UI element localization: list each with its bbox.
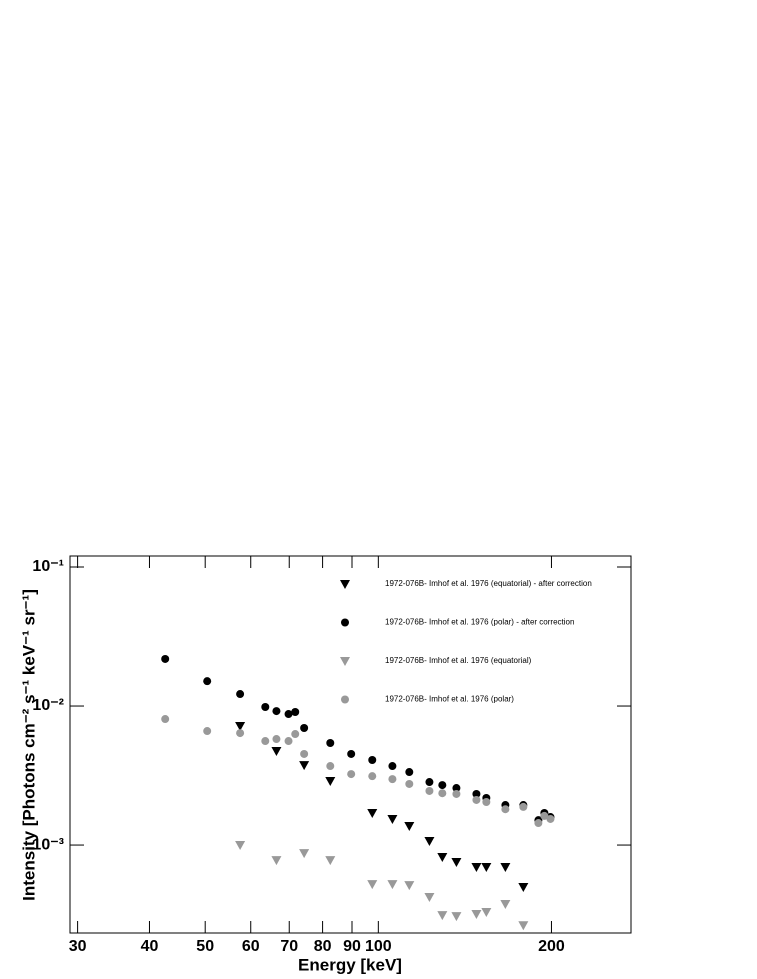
- data-point: [452, 789, 461, 798]
- data-point: [291, 707, 300, 716]
- data-point: [367, 809, 378, 819]
- y-tick-label: 10⁻²: [32, 697, 64, 714]
- data-point: [388, 775, 397, 784]
- x-tick-label: 50: [196, 938, 214, 955]
- data-point: [261, 703, 270, 712]
- data-point: [300, 749, 309, 758]
- data-point: [405, 768, 414, 777]
- data-point: [500, 863, 511, 873]
- x-tick-label: 30: [69, 938, 87, 955]
- y-axis-label: Intensity [Photons cm⁻² s⁻¹ keV⁻¹ sr⁻¹]: [19, 589, 38, 901]
- data-point: [500, 899, 511, 909]
- legend-label: 1972-076B- Imhof et al. 1976 (polar): [385, 695, 514, 704]
- data-point: [438, 781, 447, 790]
- data-point: [404, 822, 415, 832]
- data-point: [404, 881, 415, 891]
- legend-label: 1972-076B- Imhof et al. 1976 (equatorial…: [385, 579, 592, 588]
- data-point: [471, 910, 482, 920]
- data-point: [203, 727, 212, 736]
- x-tick-label: 40: [141, 938, 159, 955]
- legend-label: 1972-076B- Imhof et al. 1976 (equatorial…: [385, 656, 532, 665]
- data-point: [235, 722, 246, 732]
- data-point: [540, 811, 549, 820]
- legend-marker: [341, 695, 349, 704]
- data-point: [482, 798, 491, 807]
- data-point: [425, 786, 434, 795]
- data-point: [518, 921, 529, 931]
- data-point: [452, 784, 461, 793]
- plot-frame: [69, 555, 632, 934]
- data-point: [284, 737, 293, 746]
- data-point: [405, 779, 414, 788]
- data-point: [161, 654, 170, 663]
- data-point: [481, 863, 492, 873]
- data-point: [424, 892, 435, 902]
- data-point: [299, 849, 310, 859]
- data-point: [424, 836, 435, 846]
- data-point: [425, 778, 434, 787]
- data-point: [272, 707, 281, 716]
- data-point: [347, 749, 356, 758]
- data-point: [519, 802, 528, 811]
- x-tick-label: 70: [280, 938, 298, 955]
- data-point: [368, 772, 377, 781]
- data-point: [235, 841, 246, 851]
- data-point: [325, 856, 336, 866]
- data-point: [291, 730, 300, 739]
- data-point: [284, 710, 293, 719]
- data-point: [347, 770, 356, 779]
- data-point: [271, 856, 282, 866]
- x-tick-label: 200: [538, 938, 565, 955]
- data-point: [326, 739, 335, 748]
- data-point: [472, 795, 481, 804]
- data-point: [437, 911, 448, 921]
- data-point: [161, 715, 170, 724]
- data-point: [472, 789, 481, 798]
- data-point: [325, 776, 336, 786]
- x-tick-label: 80: [314, 938, 332, 955]
- data-point: [451, 858, 462, 868]
- data-point: [437, 853, 448, 863]
- data-point: [481, 907, 492, 917]
- data-point: [261, 737, 270, 746]
- data-point: [387, 814, 398, 824]
- data-point: [534, 819, 543, 828]
- data-point: [438, 789, 447, 798]
- data-point: [471, 863, 482, 873]
- data-point: [388, 762, 397, 771]
- legend-marker: [340, 657, 350, 666]
- data-point: [518, 883, 529, 893]
- data-point: [272, 735, 281, 744]
- data-point: [236, 690, 245, 699]
- data-point: [300, 723, 309, 732]
- data-point: [501, 805, 510, 814]
- data-point: [326, 762, 335, 771]
- legend-label: 1972-076B- Imhof et al. 1976 (polar) - a…: [385, 618, 574, 627]
- data-point: [546, 814, 555, 823]
- x-tick-label: 100: [365, 938, 392, 955]
- data-point: [236, 729, 245, 738]
- y-tick-label: 10⁻¹: [32, 558, 64, 575]
- x-tick-label: 60: [242, 938, 260, 955]
- data-point: [271, 746, 282, 756]
- data-point: [368, 756, 377, 765]
- x-tick-label: 90: [343, 938, 361, 955]
- data-point: [299, 761, 310, 771]
- legend-marker: [341, 618, 349, 627]
- data-point: [451, 912, 462, 922]
- data-point: [203, 677, 212, 686]
- data-point: [367, 880, 378, 890]
- x-axis-label: Energy [keV]: [298, 955, 402, 974]
- y-tick-label: 10⁻³: [32, 836, 64, 853]
- data-point: [387, 880, 398, 890]
- legend-marker: [340, 580, 350, 589]
